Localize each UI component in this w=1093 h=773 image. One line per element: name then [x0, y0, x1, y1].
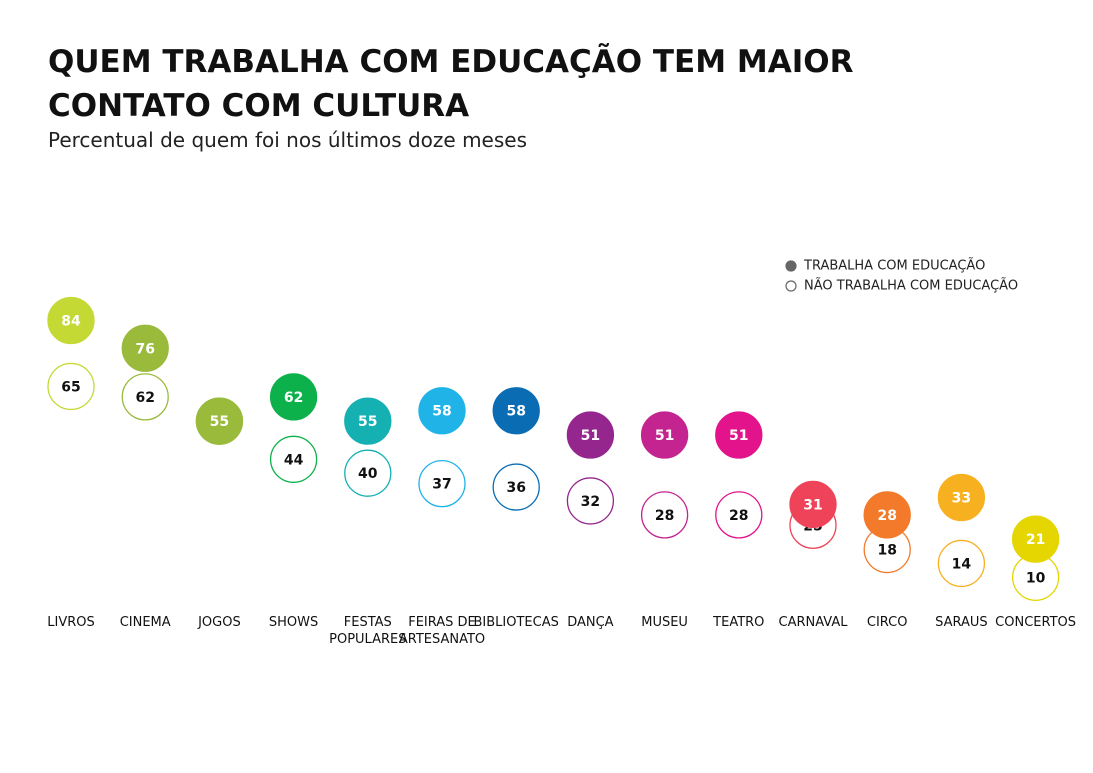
- category-label: SHOWS: [268, 615, 319, 630]
- chart-title: QUEM TRABALHA COM EDUCAÇÃO TEM MAIOR CON…: [48, 44, 854, 124]
- data-label: 84: [61, 314, 81, 330]
- category-label: JOGOS: [198, 615, 241, 630]
- legend-label: TRABALHA COM EDUCAÇÃO: [803, 258, 985, 274]
- dot-filled: [1011, 515, 1060, 563]
- data-label: 58: [506, 404, 525, 420]
- data-label: 51: [729, 428, 748, 444]
- dot-hollow: [566, 477, 615, 525]
- data-label: 51: [655, 428, 674, 444]
- dot-filled: [715, 411, 763, 459]
- dot-filled: [195, 397, 244, 445]
- dot-filled: [418, 387, 466, 435]
- legend-marker: [785, 260, 797, 272]
- category-label: FEIRAS DE ARTESANATO: [398, 615, 486, 647]
- category-label: TEATRO: [713, 615, 765, 630]
- data-label: 58: [432, 404, 451, 420]
- dot-filled: [789, 480, 837, 529]
- data-label: 33: [952, 490, 971, 506]
- data-label: 32: [581, 494, 600, 510]
- dot-hollow: [640, 491, 689, 539]
- data-label: 76: [135, 341, 154, 357]
- data-label: 10: [1026, 570, 1046, 586]
- category-label: FESTAS POPULARES: [329, 615, 407, 647]
- data-label: 62: [135, 390, 154, 406]
- dot-filled: [566, 411, 615, 459]
- category-label: CARNAVAL: [778, 615, 848, 630]
- data-label: 51: [581, 428, 600, 444]
- data-label: 18: [877, 543, 896, 559]
- category-label: MUSEU: [641, 615, 688, 630]
- data-label: 28: [655, 508, 674, 524]
- data-label: 40: [358, 466, 378, 482]
- dot-filled: [937, 473, 986, 522]
- category-label: CONCERTOS: [995, 615, 1077, 630]
- data-label: 21: [1026, 532, 1045, 548]
- data-label: 28: [729, 508, 748, 524]
- dot-filled: [863, 491, 911, 539]
- dot-filled: [640, 411, 689, 459]
- data-label: 14: [952, 556, 972, 572]
- data-label: 36: [506, 480, 525, 496]
- dot-filled: [344, 397, 392, 445]
- category-label: CIRCO: [866, 615, 908, 630]
- dot-hollow: [492, 463, 540, 511]
- dot-hollow: [715, 491, 763, 539]
- dot-hollow: [47, 362, 95, 411]
- dot-filled: [121, 324, 169, 372]
- dot-filled: [47, 296, 95, 345]
- chart-subtitle: Percentual de quem foi nos últimos doze …: [48, 128, 528, 152]
- legend-marker: [785, 280, 797, 292]
- dot-hollow: [344, 449, 392, 497]
- dot-filled: [492, 387, 540, 435]
- dot-filled: [269, 373, 318, 421]
- data-label: 37: [432, 477, 451, 493]
- legend-label: NÃO TRABALHA COM EDUCAÇÃO: [804, 278, 1018, 294]
- data-label: 62: [284, 390, 303, 406]
- category-label: DANÇA: [567, 615, 614, 630]
- dot-hollow: [937, 539, 986, 588]
- dot-hollow: [269, 435, 318, 483]
- data-label: 55: [210, 414, 229, 430]
- category-label: SARAUS: [935, 615, 988, 630]
- data-label: 44: [284, 452, 304, 468]
- data-label: 65: [61, 379, 80, 395]
- category-label: CINEMA: [119, 615, 171, 630]
- dot-hollow: [121, 373, 169, 421]
- data-label: 55: [358, 414, 377, 430]
- data-label: 31: [803, 497, 822, 513]
- category-label: BIBLIOTECAS: [473, 615, 559, 630]
- category-label: LIVROS: [47, 615, 95, 630]
- dot-hollow: [418, 459, 466, 508]
- data-label: 28: [877, 508, 896, 524]
